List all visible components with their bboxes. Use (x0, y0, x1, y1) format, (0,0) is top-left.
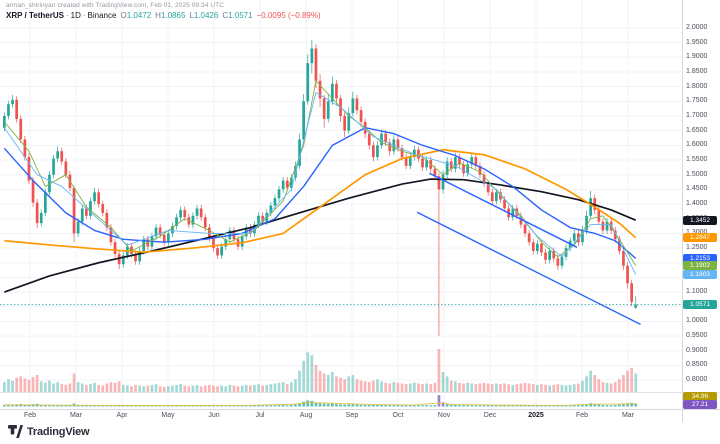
price-axis-label: 1.5000 (686, 170, 708, 178)
price-axis-label: 0.9500 (686, 332, 708, 340)
price-axis-label: 1.3500 (686, 214, 708, 222)
time-axis-label: Jul (255, 412, 265, 419)
price-axis[interactable]: 2.0000 1.9500 1.9000 1.8500 1.8000 1.7500 1.70… (682, 0, 720, 422)
price-axis-label: 1.1500 (686, 273, 708, 281)
channel-lower-trendline[interactable] (416, 211, 641, 326)
price-axis-label: 1.0500 (686, 302, 708, 310)
price-axis-label: 1.3000 (686, 229, 708, 237)
price-axis-label: 2.0000 (686, 23, 708, 31)
price-axis-label: 1.0000 (686, 317, 708, 325)
price-axis-label: 1.4000 (686, 200, 708, 208)
close-value: 1.0571 (228, 11, 253, 20)
price-axis-label: 1.1000 (686, 288, 708, 296)
price-axis-label: 1.7000 (686, 111, 708, 119)
price-axis-label: 1.9500 (686, 38, 708, 46)
price-axis-label: 1.8500 (686, 67, 708, 75)
close-label: C (222, 11, 229, 20)
time-axis[interactable]: Feb Mar Apr May Jun Jul Aug Sep Oct Nov Dec 2025 Feb… (0, 409, 720, 423)
open-label: O (120, 11, 127, 20)
tradingview-logo-text: TradingView (27, 425, 90, 438)
price-axis-label: 1.6500 (686, 126, 708, 134)
price-change: −0.0095 (−0.89%) (256, 11, 321, 20)
time-axis-label: Feb (23, 412, 37, 419)
tradingview-logo[interactable]: TradingView (8, 425, 90, 438)
ma-50-line (3, 127, 637, 259)
time-axis-label: Nov (437, 412, 451, 419)
channel-upper-trendline[interactable] (429, 172, 578, 248)
symbol-name[interactable]: XRP / TetherUS (6, 11, 64, 20)
price-axis-label: 1.6000 (686, 141, 708, 149)
grid-lines (0, 0, 720, 408)
ema-fast-green-line (4, 80, 637, 266)
ema-fast-blue-line (3, 92, 637, 275)
tradingview-logo-icon (8, 425, 23, 438)
symbol-exchange: Binance (87, 11, 117, 20)
open-value: 1.0472 (126, 11, 152, 20)
low-label: L (189, 11, 194, 20)
time-axis-label: Mar (621, 412, 635, 419)
price-axis-label: 1.2500 (686, 244, 708, 252)
trendline-drawings[interactable] (416, 172, 641, 326)
time-axis-label: 2025 (528, 412, 544, 419)
price-axis-label: 0.8500 (686, 361, 708, 369)
price-axis-label: 1.9000 (686, 53, 708, 61)
time-axis-label: Dec (483, 412, 497, 419)
symbol-interval[interactable]: 1D (70, 11, 81, 20)
time-axis-label: Aug (299, 412, 313, 419)
price-axis-label: 1.4500 (686, 185, 708, 193)
ma-200-line (4, 178, 637, 293)
price-axis-label: 0.9000 (686, 346, 708, 354)
time-axis-label: Mar (69, 412, 83, 419)
time-axis-label: Feb (575, 412, 589, 419)
volume-bars (3, 348, 638, 392)
time-axis-label: May (161, 412, 175, 419)
oscillator-signal-line (4, 402, 636, 406)
price-axis-label: 1.8000 (686, 82, 708, 90)
time-axis-label: Jun (208, 412, 220, 419)
price-axis-label: 0.8000 (686, 376, 708, 384)
chart-legend: arman_shirinyan created with TradingView… (6, 2, 321, 20)
separator-dot: · (65, 11, 69, 20)
moving-average-lines (3, 80, 637, 293)
time-axis-label: Oct (392, 412, 404, 419)
chart-plot-area[interactable] (0, 0, 720, 410)
low-value: 1.0426 (193, 11, 219, 20)
ma-100-line (4, 148, 637, 254)
watermark-text: arman_shirinyan created with TradingView… (6, 2, 225, 9)
price-axis-label: 1.2000 (686, 258, 708, 266)
separator-dot: · (82, 11, 86, 20)
high-value: 1.0865 (160, 11, 186, 20)
price-axis-label: 1.7500 (686, 97, 708, 105)
time-axis-label: Apr (116, 412, 128, 419)
symbol-info-row: XRP / TetherUS · 1D · Binance O1.0472 H1.0865 L… (6, 11, 321, 20)
price-axis-label: 1.5500 (686, 156, 708, 164)
oscillator-histogram (3, 395, 638, 407)
high-label: H (155, 11, 161, 20)
time-axis-label: Sep (345, 412, 359, 419)
